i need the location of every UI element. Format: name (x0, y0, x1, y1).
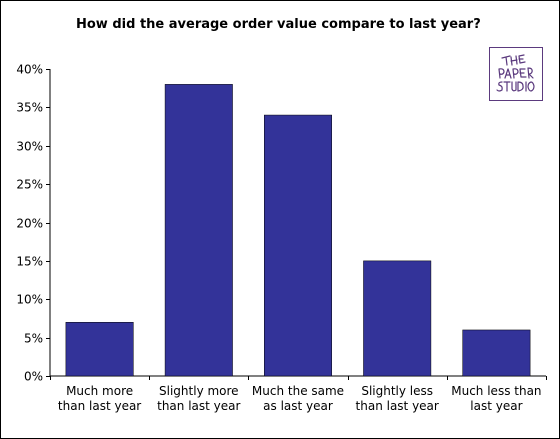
bar (164, 84, 233, 377)
bar (363, 260, 432, 377)
y-tick-label: 15% (16, 255, 43, 269)
chart-title: How did the average order value compare … (76, 17, 481, 32)
x-tick-label: Slightly more (159, 384, 239, 398)
x-tick-label: as last year (263, 399, 333, 413)
x-tick-label: than last year (356, 399, 439, 413)
y-tick-label: 0% (24, 370, 43, 384)
y-tick-label: 35% (16, 101, 43, 115)
x-tick-label: Much less than (451, 384, 541, 398)
the-paper-studio-logo (489, 47, 543, 101)
y-tick-label: 10% (16, 293, 43, 307)
y-tick-label: 5% (24, 332, 43, 346)
x-tick-label: last year (470, 399, 522, 413)
y-tick-label: 25% (16, 178, 43, 192)
x-tick-label: Slightly less (361, 384, 433, 398)
x-tick-label: Much the same (252, 384, 344, 398)
y-tick-label: 20% (16, 217, 43, 231)
x-tick-label: Much more (66, 384, 133, 398)
bar (65, 322, 134, 377)
y-tick-label: 30% (16, 140, 43, 154)
x-tick-label: than last year (157, 399, 240, 413)
bar (462, 329, 531, 377)
y-tick-label: 40% (16, 63, 43, 77)
bar (264, 114, 332, 377)
x-tick-label: than last year (58, 399, 141, 413)
